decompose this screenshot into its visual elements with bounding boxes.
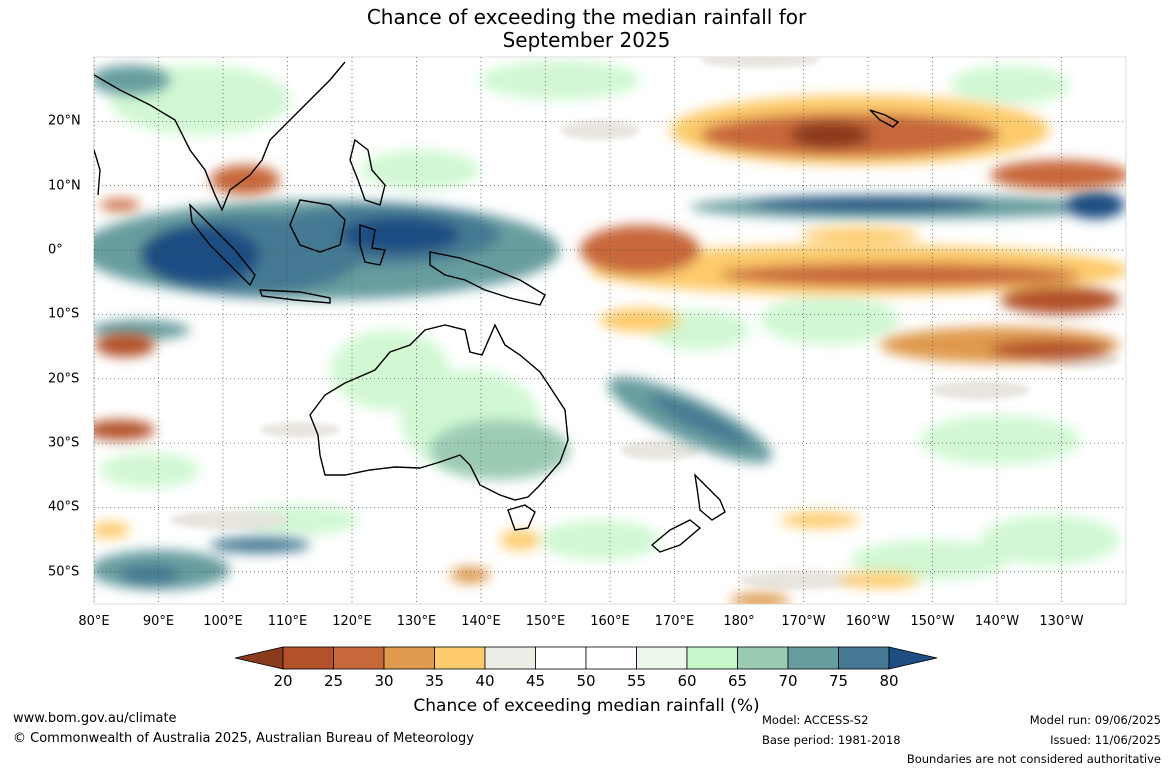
- colorbar-extend-high: [888, 646, 938, 670]
- colorbar-tick-label: 50: [576, 672, 596, 690]
- colorbar-tick-label: 20: [273, 672, 293, 690]
- rainfall-map: [93, 56, 1127, 605]
- longitude-label: 80°E: [78, 614, 110, 629]
- colorbar-swatch: [686, 646, 738, 670]
- sulawesi-coastline: [359, 224, 386, 266]
- longitude-label: 110°E: [267, 614, 308, 629]
- boundary-disclaimer: Boundaries are not considered authoritat…: [906, 752, 1161, 766]
- hawaii-coastline: [869, 109, 900, 128]
- colorbar-swatch: [585, 646, 637, 670]
- colorbar-swatches: [234, 646, 938, 670]
- colorbar-tick-label: 65: [727, 672, 748, 690]
- coastlines: [94, 61, 900, 553]
- longitude-label: 160°E: [590, 614, 630, 629]
- longitude-label: 150°W: [910, 614, 955, 629]
- new-guinea-coastline: [429, 251, 546, 306]
- colorbar-extend-low: [234, 646, 284, 670]
- longitude-label: 150°E: [525, 614, 566, 629]
- longitude-label: 130°W: [1039, 614, 1084, 629]
- sumatra-coastline: [189, 203, 256, 287]
- java-coastline: [259, 289, 331, 304]
- latitude-label: 40°S: [48, 499, 80, 515]
- colorbar-swatch: [535, 646, 587, 670]
- colorbar-swatch: [787, 646, 839, 670]
- colorbar: [234, 646, 938, 670]
- colorbar-tick-label: 25: [323, 672, 344, 690]
- map-title-line2: September 2025: [502, 28, 671, 52]
- latitude-label: 20°N: [48, 113, 81, 129]
- colorbar-tick-label: 45: [525, 672, 546, 690]
- colorbar-tick-label: 80: [879, 672, 899, 690]
- website-link[interactable]: www.bom.gov.au/climate: [13, 711, 177, 726]
- longitude-label: 180°: [723, 614, 755, 629]
- tasmania-coastline: [507, 504, 536, 531]
- colorbar-swatch: [282, 646, 334, 670]
- borneo-coastline: [289, 199, 346, 253]
- india-coastline: [94, 149, 101, 196]
- copyright-notice: © Commonwealth of Australia 2025, Austra…: [13, 731, 474, 746]
- longitude-label: 120°E: [332, 614, 372, 629]
- longitude-label: 140°W: [974, 614, 1020, 629]
- colorbar-tick-label: 55: [626, 672, 647, 690]
- colorbar-tick-label: 30: [374, 672, 394, 690]
- longitude-label: 160°W: [845, 614, 891, 629]
- colorbar-title: Chance of exceeding median rainfall (%): [413, 696, 760, 716]
- longitude-label: 170°E: [654, 614, 695, 629]
- colorbar-swatch: [333, 646, 385, 670]
- longitude-label: 170°W: [781, 614, 826, 629]
- australia-coastline: [309, 323, 569, 501]
- new-zealand-north: [693, 473, 726, 521]
- rainfall-probability-field: [94, 57, 1126, 604]
- latitude-label: 10°S: [48, 306, 80, 322]
- longitude-label: 140°E: [461, 614, 501, 629]
- colorbar-tick-label: 40: [475, 672, 495, 690]
- latitude-label: 10°N: [48, 178, 81, 194]
- philippines-coastline: [349, 138, 386, 206]
- graticule: [93, 57, 1126, 604]
- map-title-line1: Chance of exceeding the median rainfall …: [366, 5, 807, 29]
- latitude-label: 30°S: [48, 435, 80, 451]
- colorbar-swatch: [737, 646, 789, 670]
- model-run-date: Model run: 09/06/2025: [1029, 713, 1161, 727]
- colorbar-tick-label: 75: [828, 672, 849, 690]
- colorbar-swatch: [383, 646, 435, 670]
- new-zealand-south: [650, 519, 702, 553]
- colorbar-swatch: [434, 646, 486, 670]
- base-period: Base period: 1981-2018: [762, 733, 901, 747]
- latitude-label: 50°S: [48, 564, 80, 580]
- longitude-label: 90°E: [142, 614, 175, 629]
- colorbar-tick-label: 60: [677, 672, 697, 690]
- asia-coastline: [94, 61, 346, 212]
- latitude-label: 0°: [48, 242, 63, 258]
- latitude-label: 20°S: [48, 371, 80, 387]
- longitude-label: 130°E: [396, 614, 437, 629]
- colorbar-swatch: [838, 646, 890, 670]
- colorbar-tick-label: 70: [778, 672, 798, 690]
- colorbar-swatch: [484, 646, 536, 670]
- longitude-label: 100°E: [203, 614, 243, 629]
- colorbar-swatch: [636, 646, 688, 670]
- issued-date: Issued: 11/06/2025: [1050, 733, 1161, 747]
- colorbar-tick-label: 35: [424, 672, 445, 690]
- model-name: Model: ACCESS-S2: [762, 713, 869, 727]
